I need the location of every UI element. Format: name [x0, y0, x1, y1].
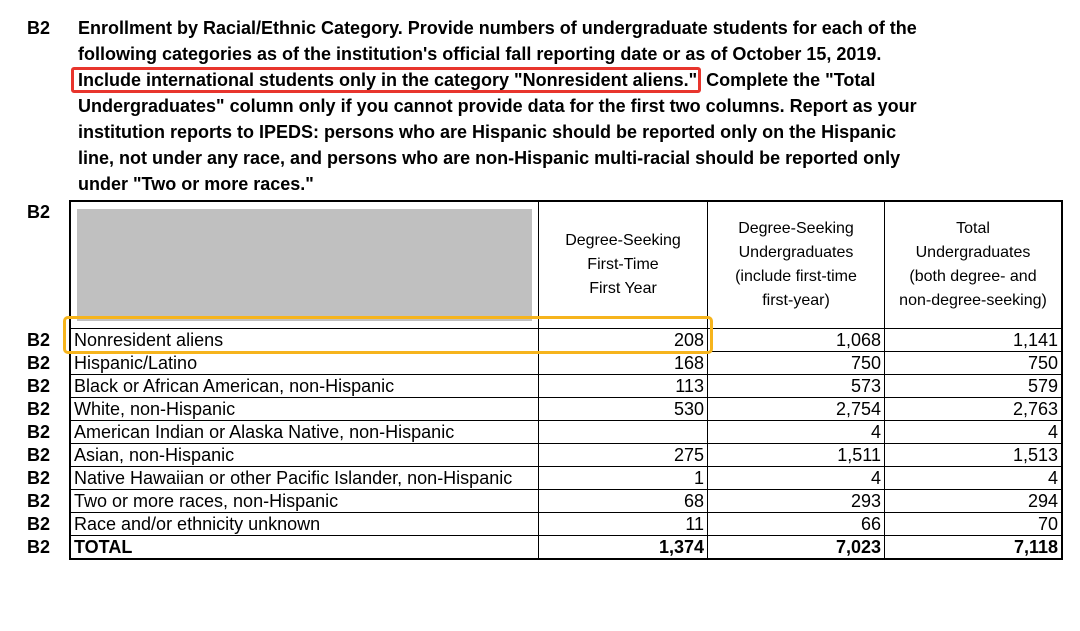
instruction-line: line, not under any race, and persons wh…: [78, 148, 901, 168]
instruction-line: Include international students only in t…: [71, 67, 1078, 93]
category-cell: TOTAL: [69, 535, 539, 560]
value-cell: 1,513: [884, 443, 1063, 467]
column-header-line: Degree-Seeking: [738, 220, 854, 237]
value-cell: 7,023: [707, 535, 885, 560]
table-row: B2 White, non-Hispanic 530 2,754 2,763: [24, 397, 1063, 421]
value-cell: 2,763: [884, 397, 1063, 421]
column-header: Degree-Seeking First-Time First Year: [538, 200, 708, 329]
column-header-line: first-year): [762, 292, 830, 309]
row-code: B2: [27, 513, 51, 534]
row-code: B2: [27, 490, 51, 511]
row-code: B2: [27, 398, 51, 419]
category-cell: Two or more races, non-Hispanic: [69, 489, 539, 513]
column-header-line: First Year: [589, 280, 657, 297]
value-cell: 530: [538, 397, 708, 421]
row-code: B2: [27, 444, 51, 465]
value-cell: 7,118: [884, 535, 1063, 560]
table-row: B2 Black or African American, non-Hispani…: [24, 374, 1063, 398]
row-code: B2: [27, 536, 51, 557]
highlight-box: [63, 316, 713, 354]
value-cell: 1,511: [707, 443, 885, 467]
column-header-line: Undergraduates: [738, 244, 854, 261]
column-header-line: Total: [956, 220, 990, 237]
table-row: B2 Two or more races, non-Hispanic 68 293 29…: [24, 489, 1063, 513]
value-cell: 579: [884, 374, 1063, 398]
value-cell: 168: [538, 351, 708, 375]
value-cell: 1,068: [707, 328, 885, 352]
row-code: B2: [27, 421, 51, 442]
value-cell: 11: [538, 512, 708, 536]
instruction-line: Undergraduates" column only if you canno…: [78, 96, 917, 116]
column-header-line: (include first-time: [735, 268, 857, 285]
header-blank: [77, 209, 532, 321]
section-code: B2: [27, 18, 51, 38]
instruction-line: under "Two or more races.": [78, 174, 314, 194]
category-cell: White, non-Hispanic: [69, 397, 539, 421]
value-cell: 275: [538, 443, 708, 467]
row-code: B2: [27, 329, 51, 350]
column-header: Total Undergraduates (both degree- and non-…: [884, 200, 1063, 329]
column-header-line: Undergraduates: [915, 244, 1031, 261]
instruction-line: following categories as of the instituti…: [78, 44, 882, 64]
row-code: B2: [27, 352, 51, 373]
column-header-line: First-Time: [587, 256, 659, 273]
table-row: B2 Nonresident aliens 208 1,068 1,141: [24, 328, 1063, 352]
value-cell: 4: [707, 420, 885, 444]
instruction-line: Enrollment by Racial/Ethnic Category. Pr…: [78, 18, 917, 38]
value-cell: 1,141: [884, 328, 1063, 352]
category-cell: American Indian or Alaska Native, non-Hi…: [69, 420, 539, 444]
value-cell: 750: [884, 351, 1063, 375]
enrollment-table: B2 Degree-Seeking First-Time First Year Degr…: [24, 200, 1063, 560]
table-row: B2 Native Hawaiian or other Pacific Islan…: [24, 466, 1063, 490]
table-body: B2 Degree-Seeking First-Time First Year Degr…: [24, 200, 1063, 560]
category-cell: Race and/or ethnicity unknown: [69, 512, 539, 536]
column-header-line: Degree-Seeking: [565, 232, 681, 249]
value-cell: 68: [538, 489, 708, 513]
value-cell: 573: [707, 374, 885, 398]
value-cell: 70: [884, 512, 1063, 536]
value-cell: 294: [884, 489, 1063, 513]
table-row: B2 American Indian or Alaska Native, non-…: [24, 420, 1063, 444]
table-row: B2 Race and/or ethnicity unknown 11 66 70: [24, 512, 1063, 536]
row-code: B2: [27, 467, 51, 488]
value-cell: 293: [707, 489, 885, 513]
row-code: B2: [27, 375, 51, 396]
instruction-text: Complete the "Total: [701, 70, 876, 90]
category-cell: Asian, non-Hispanic: [69, 443, 539, 467]
row-code: B2: [27, 202, 51, 222]
category-cell: Black or African American, non-Hispanic: [69, 374, 539, 398]
value-cell: 4: [884, 466, 1063, 490]
column-header-line: non-degree-seeking): [899, 292, 1047, 309]
header-cell: [69, 200, 539, 329]
instruction-line: institution reports to IPEDS: persons wh…: [78, 122, 897, 142]
category-cell: Hispanic/Latino: [69, 351, 539, 375]
table-row: B2 Hispanic/Latino 168 750 750: [24, 351, 1063, 375]
value-cell: 4: [707, 466, 885, 490]
table-row: B2 TOTAL 1,374 7,023 7,118: [24, 535, 1063, 560]
value-cell: 750: [707, 351, 885, 375]
value-cell: 4: [884, 420, 1063, 444]
category-cell: Nonresident aliens: [69, 328, 539, 352]
highlighted-instruction: Include international students only in t…: [71, 67, 702, 93]
value-cell: 1,374: [538, 535, 708, 560]
value-cell: 66: [707, 512, 885, 536]
value-cell: 1: [538, 466, 708, 490]
header-row: B2 Degree-Seeking First-Time First Year Degr…: [24, 200, 1063, 329]
column-header: Degree-Seeking Undergraduates (include fir…: [707, 200, 885, 329]
value-cell: [538, 420, 708, 444]
category-cell: Native Hawaiian or other Pacific Islande…: [69, 466, 539, 490]
instructions: Enrollment by Racial/Ethnic Category. Pr…: [71, 15, 1078, 197]
value-cell: 2,754: [707, 397, 885, 421]
table-row: B2 Asian, non-Hispanic 275 1,511 1,513: [24, 443, 1063, 467]
column-header-line: (both degree- and: [909, 268, 1037, 285]
value-cell: 113: [538, 374, 708, 398]
